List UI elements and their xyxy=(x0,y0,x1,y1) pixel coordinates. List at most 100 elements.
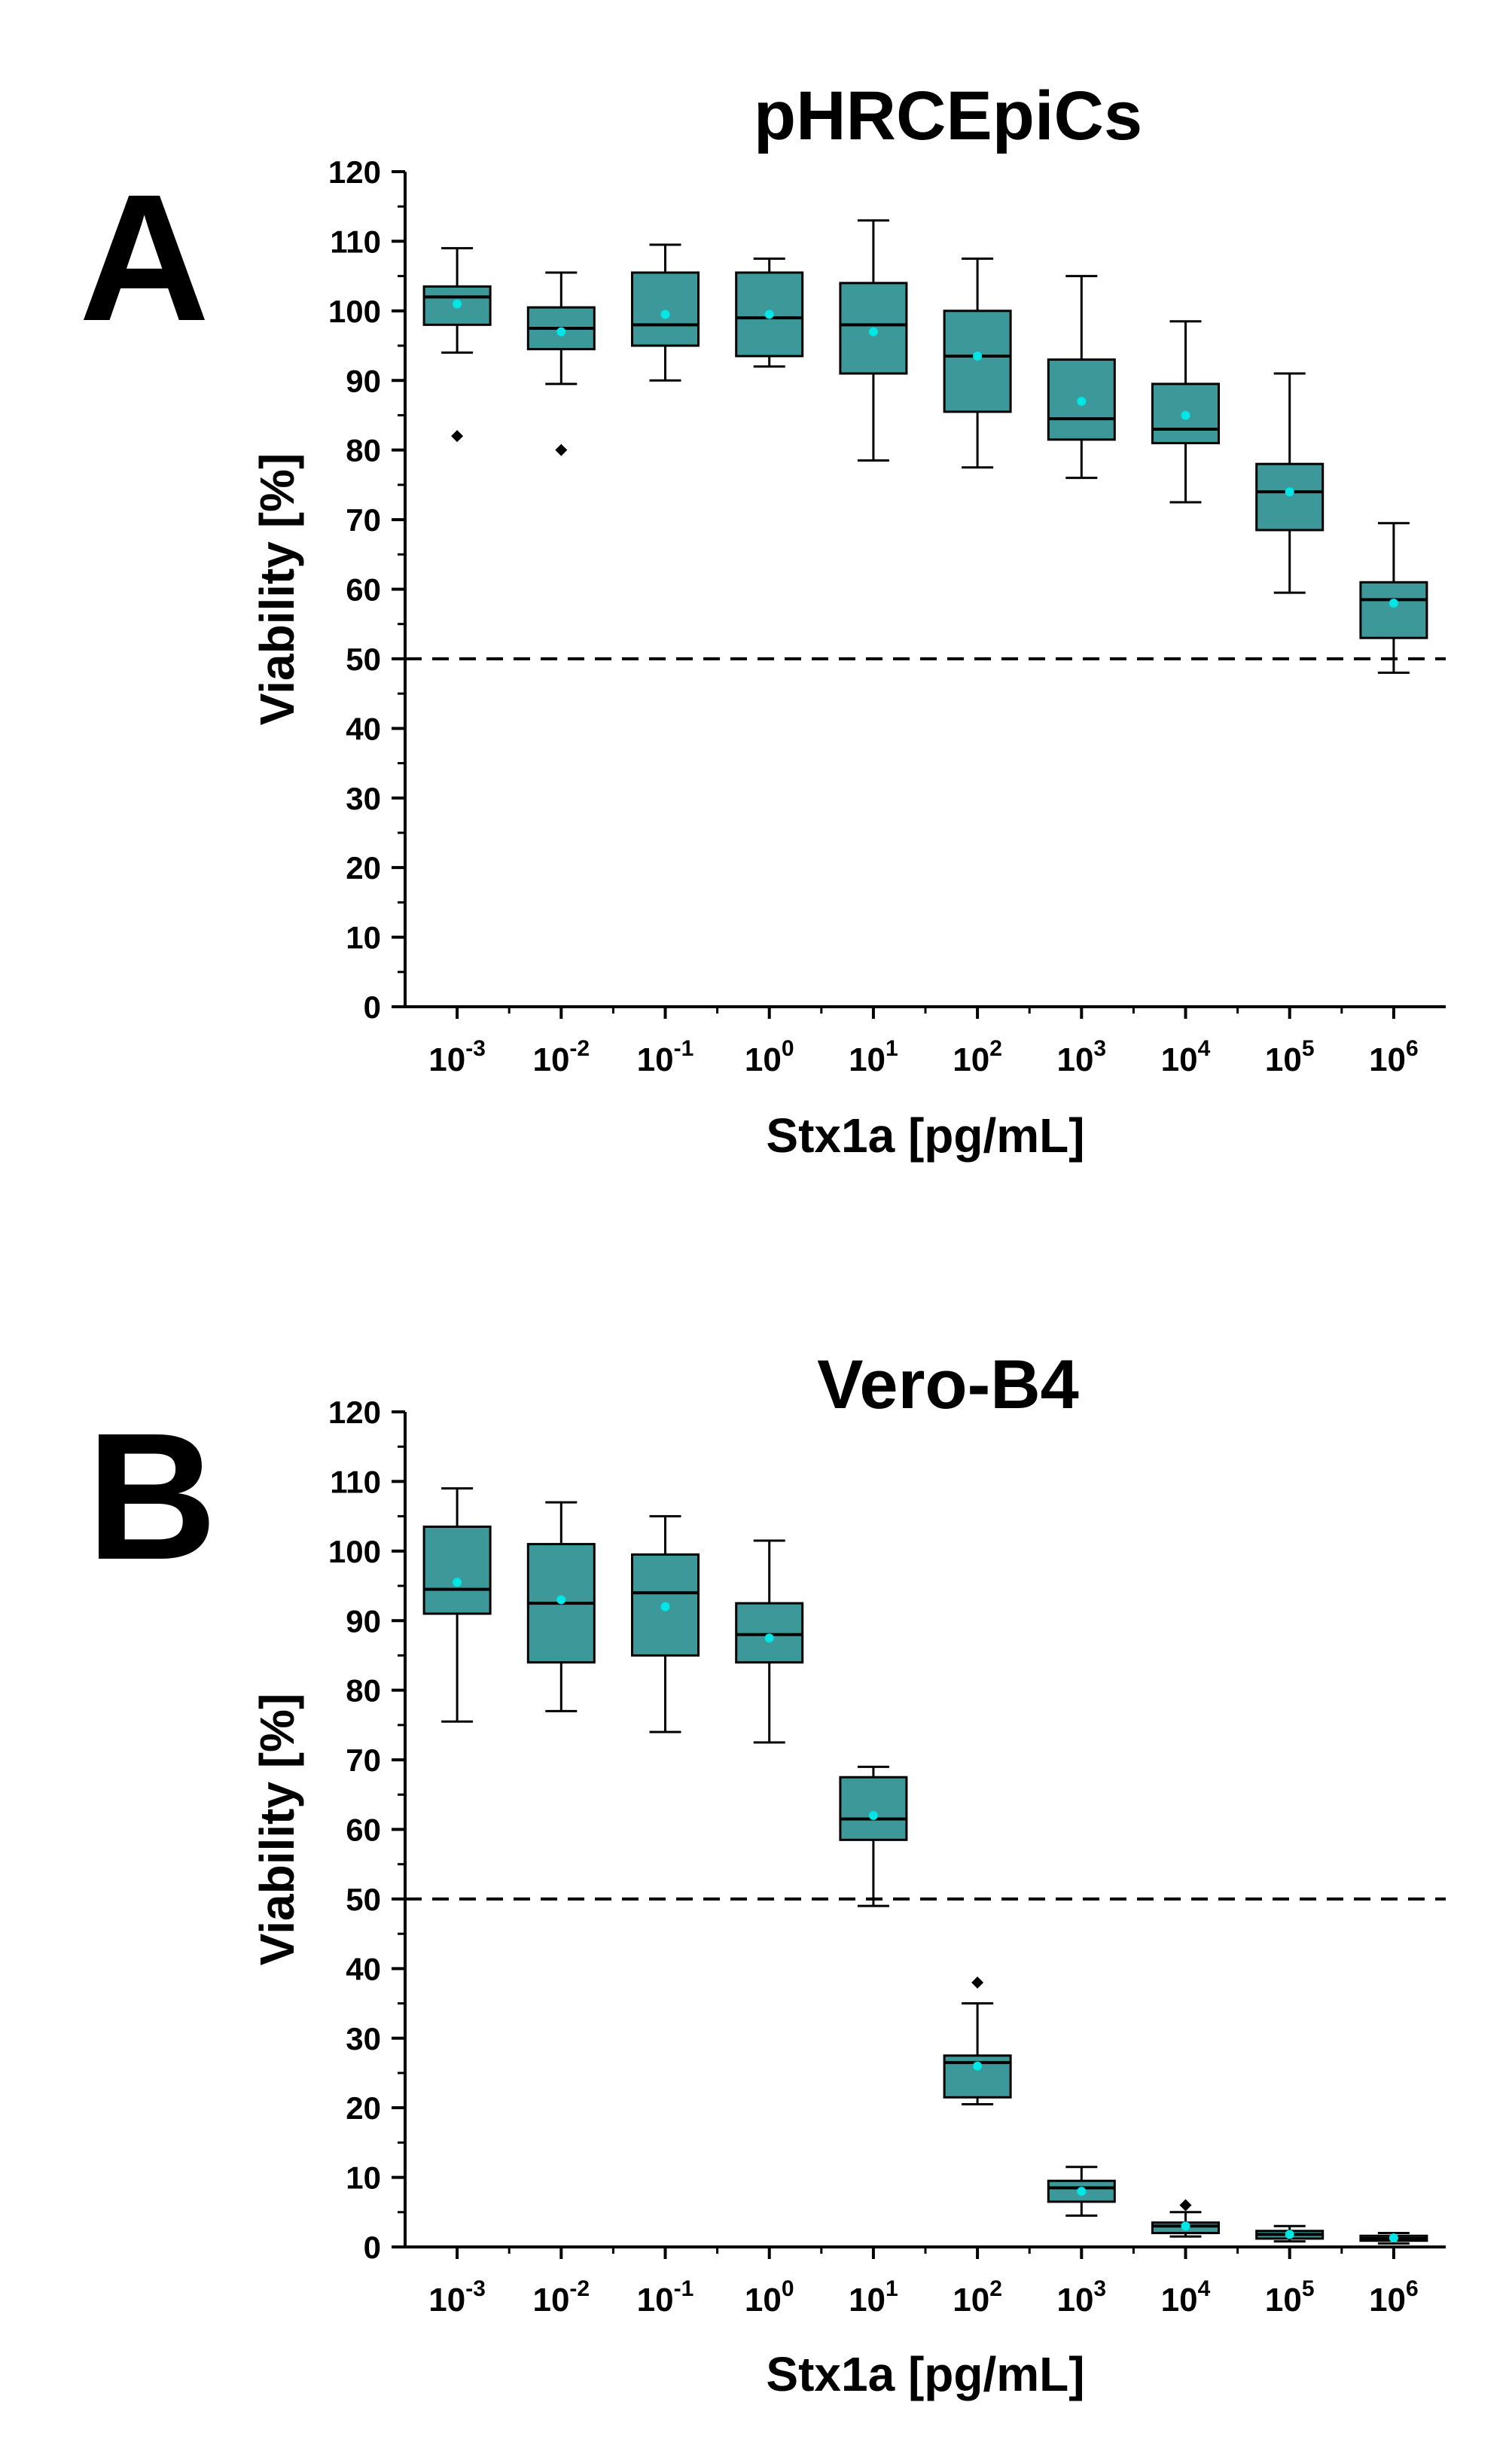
chart-title: Vero-B4 xyxy=(817,1346,1079,1423)
box-3 xyxy=(735,1539,804,1744)
y-tick-label: 30 xyxy=(346,781,381,816)
mean-marker xyxy=(973,351,983,361)
y-tick-label: 40 xyxy=(346,711,381,746)
chart-title: pHRCEpiCs xyxy=(754,78,1142,154)
box-4 xyxy=(839,1765,908,1907)
box-iqr xyxy=(1255,462,1325,532)
x-tick-label: 102 xyxy=(953,2276,1002,2318)
y-tick-label: 10 xyxy=(346,920,381,956)
box-9 xyxy=(1359,522,1428,674)
y-axis-label: Viability [%] xyxy=(250,1693,304,1966)
box-9 xyxy=(1359,2232,1428,2245)
mean-marker xyxy=(764,309,774,319)
chart-panel-b: B Vero-B4 0 10 20 30 40 50 60 70 80 90 100 110 120 10-3… xyxy=(87,1346,1446,2401)
y-tick-label: 80 xyxy=(346,433,381,468)
box-5 xyxy=(943,258,1012,469)
box-5 xyxy=(943,1976,1012,2106)
mean-marker xyxy=(556,1595,566,1605)
x-tick-label: 106 xyxy=(1369,1036,1419,1078)
y-tick-label: 0 xyxy=(364,2230,381,2265)
x-tick-label: 100 xyxy=(745,1036,794,1078)
y-tick-label: 20 xyxy=(346,850,381,886)
mean-marker xyxy=(973,2061,983,2071)
x-tick-label: 10-2 xyxy=(532,2276,590,2318)
mean-marker xyxy=(1181,410,1190,420)
y-tick-label: 70 xyxy=(346,502,381,538)
y-tick-label: 70 xyxy=(346,1742,381,1778)
mean-marker xyxy=(1077,2187,1087,2196)
y-tick-label: 120 xyxy=(328,154,381,190)
box-7 xyxy=(1151,320,1220,504)
box-8 xyxy=(1255,2224,1325,2243)
x-axis-label: Stx1a [pg/mL] xyxy=(766,2347,1084,2401)
y-tick-label: 30 xyxy=(346,2021,381,2056)
box-4 xyxy=(839,219,908,462)
mean-marker xyxy=(453,299,462,309)
x-tick-label: 104 xyxy=(1161,1036,1211,1078)
box-0 xyxy=(422,247,492,443)
box-3 xyxy=(735,258,804,368)
box-2 xyxy=(631,243,700,382)
y-tick-label: 110 xyxy=(330,224,381,259)
x-tick-label: 101 xyxy=(849,2276,898,2318)
x-tick-label: 101 xyxy=(849,1036,898,1078)
x-tick-label: 10-2 xyxy=(532,1036,590,1078)
box-6 xyxy=(1047,2166,1116,2217)
outlier-point xyxy=(1179,2199,1192,2212)
box-6 xyxy=(1047,275,1116,480)
y-tick-label: 110 xyxy=(330,1464,381,1499)
mean-marker xyxy=(868,1811,878,1821)
y-tick-label: 60 xyxy=(346,1812,381,1848)
mean-marker xyxy=(1389,2233,1398,2242)
box-0 xyxy=(422,1487,492,1723)
y-tick-label: 100 xyxy=(328,1534,381,1569)
mean-marker xyxy=(868,327,878,337)
outlier-point xyxy=(451,430,464,443)
y-tick-label: 50 xyxy=(346,1882,381,1917)
y-axis-label: Viability [%] xyxy=(250,453,304,726)
mean-marker xyxy=(556,327,566,337)
x-tick-label: 105 xyxy=(1265,2276,1315,2318)
y-tick-label: 90 xyxy=(346,1603,381,1639)
y-tick-label: 120 xyxy=(328,1395,381,1430)
box-7 xyxy=(1151,2199,1220,2238)
outlier-point xyxy=(971,1976,984,1989)
box-iqr xyxy=(839,1776,908,1841)
y-tick-label: 60 xyxy=(346,572,381,608)
box-iqr xyxy=(1359,581,1428,639)
panel-letter: A xyxy=(79,157,209,358)
x-tick-label: 106 xyxy=(1369,2276,1419,2318)
box-1 xyxy=(526,1501,596,1712)
mean-marker xyxy=(764,1633,774,1643)
box-8 xyxy=(1255,372,1325,594)
y-tick-label: 20 xyxy=(346,2090,381,2126)
box-iqr xyxy=(735,271,804,358)
box-iqr xyxy=(631,271,700,347)
y-tick-label: 80 xyxy=(346,1673,381,1709)
y-tick-label: 10 xyxy=(346,2160,381,2196)
y-tick-label: 100 xyxy=(328,294,381,329)
box-1 xyxy=(526,271,596,456)
panel-letter: B xyxy=(87,1395,217,1597)
mean-marker xyxy=(660,309,670,319)
mean-marker xyxy=(1389,598,1398,608)
x-tick-label: 103 xyxy=(1056,2276,1106,2318)
mean-marker xyxy=(1181,2221,1190,2231)
y-tick-label: 50 xyxy=(346,642,381,677)
x-tick-label: 10-1 xyxy=(637,2276,694,2318)
x-tick-label: 105 xyxy=(1265,1036,1315,1078)
y-tick-label: 0 xyxy=(364,989,381,1025)
box-iqr xyxy=(422,1525,492,1615)
mean-marker xyxy=(660,1602,670,1611)
y-tick-label: 40 xyxy=(346,1951,381,1986)
mean-marker xyxy=(1285,2230,1294,2239)
x-tick-label: 104 xyxy=(1161,2276,1211,2318)
box-iqr xyxy=(943,309,1012,413)
outlier-point xyxy=(555,444,568,456)
x-tick-label: 10-1 xyxy=(637,1036,694,1078)
x-tick-label: 102 xyxy=(953,1036,1002,1078)
y-tick-label: 90 xyxy=(346,363,381,398)
box-2 xyxy=(631,1515,700,1733)
box-iqr xyxy=(735,1602,804,1664)
